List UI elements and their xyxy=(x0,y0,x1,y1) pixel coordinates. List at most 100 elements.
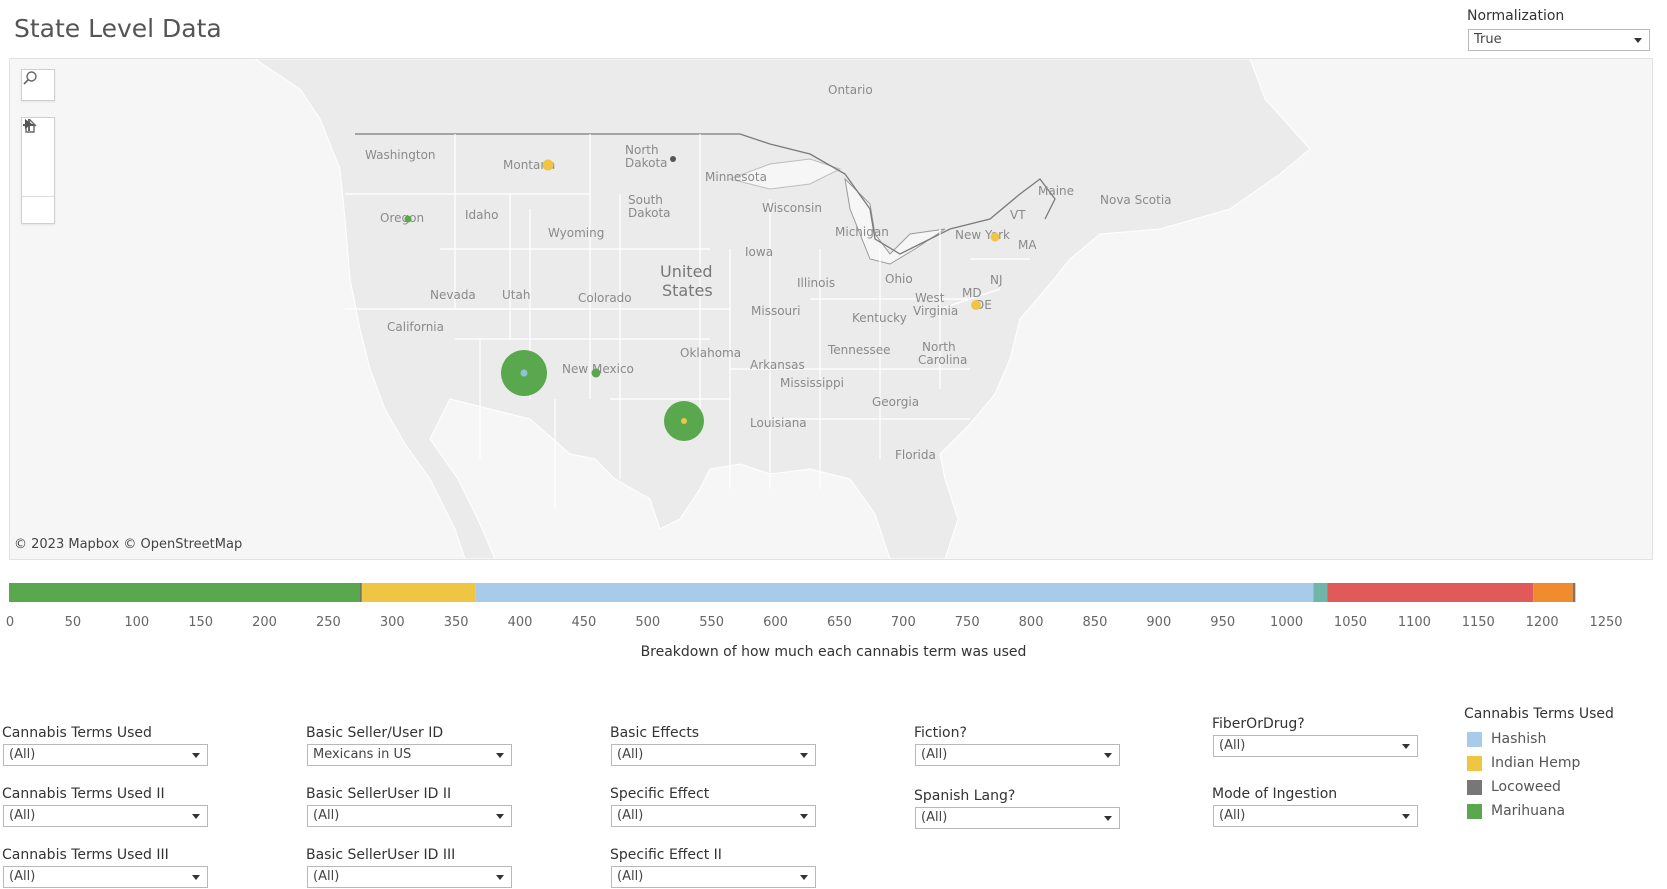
map-labels: Ontario Washington Montana North Dakota … xyxy=(365,83,1172,462)
filter-label: Basic Effects xyxy=(610,725,700,741)
lake-superior xyxy=(728,158,842,190)
mark-arizona-inner xyxy=(520,369,528,377)
chevron-down-icon xyxy=(1104,753,1112,758)
filter-label: Spanish Lang? xyxy=(914,788,1016,804)
map-label: Nova Scotia xyxy=(1100,193,1172,207)
map-label: Iowa xyxy=(745,245,773,259)
map-label: Virginia xyxy=(913,304,958,318)
map-label: Ontario xyxy=(828,83,873,97)
filter-label: Basic SellerUser ID III xyxy=(306,847,456,863)
chevron-down-icon xyxy=(800,753,808,758)
filter-value: (All) xyxy=(617,747,644,762)
map-label: Michigan xyxy=(835,225,889,239)
axis-tick-label: 600 xyxy=(763,615,788,630)
map-canvas: Ontario Washington Montana North Dakota … xyxy=(254,59,1311,559)
legend-swatch xyxy=(1467,755,1482,771)
map-zoom-controls xyxy=(21,117,55,224)
breakdown-segment[interactable] xyxy=(1533,583,1573,602)
legend-label: Locoweed xyxy=(1491,779,1561,795)
axis-tick-label: 650 xyxy=(827,615,852,630)
legend-item[interactable]: Locoweed xyxy=(1467,779,1561,795)
map-label: MA xyxy=(1018,238,1037,252)
filter-value: (All) xyxy=(313,808,340,823)
map-label: Carolina xyxy=(918,353,967,367)
breakdown-segment[interactable] xyxy=(1572,583,1576,602)
breakdown-bar[interactable] xyxy=(0,580,1667,604)
chevron-down-icon xyxy=(192,814,200,819)
map-label: Oklahoma xyxy=(680,346,741,360)
legend-label: Hashish xyxy=(1491,731,1547,747)
map-label: Louisiana xyxy=(750,416,807,430)
axis-tick-label: 250 xyxy=(315,615,341,630)
legend-item[interactable]: Indian Hemp xyxy=(1467,755,1580,771)
chevron-down-icon xyxy=(1402,744,1410,749)
home-button[interactable] xyxy=(22,119,54,196)
axis-tick-label: 1100 xyxy=(1397,615,1431,630)
map-label: Minnesota xyxy=(705,170,767,184)
mark-texas-inner xyxy=(681,418,687,424)
play-icon xyxy=(25,119,32,129)
normalization-label: Normalization xyxy=(1467,8,1565,24)
axis-tick-label: 1250 xyxy=(1589,615,1623,630)
filter-dropdown[interactable]: (All) xyxy=(3,744,208,766)
filter-dropdown[interactable]: Mexicans in US xyxy=(307,744,512,766)
axis-tick-label: 800 xyxy=(1018,615,1044,630)
legend-item[interactable]: Marihuana xyxy=(1467,803,1565,819)
map-attribution[interactable]: © 2023 Mapbox © OpenStreetMap xyxy=(14,537,243,552)
axis-tick-label: 1150 xyxy=(1461,615,1495,630)
filter-dropdown[interactable]: (All) xyxy=(307,805,512,827)
map-label: Oregon xyxy=(380,211,424,225)
breakdown-segment[interactable] xyxy=(360,583,362,602)
mark-new-york xyxy=(990,232,1000,242)
filter-dropdown[interactable]: (All) xyxy=(611,866,816,888)
chevron-down-icon xyxy=(192,753,200,758)
filter-label: Mode of Ingestion xyxy=(1212,786,1338,802)
filter-dropdown[interactable]: (All) xyxy=(915,807,1120,829)
breakdown-segment[interactable] xyxy=(1327,583,1534,602)
filter-dropdown[interactable]: (All) xyxy=(611,805,816,827)
map-label: Wisconsin xyxy=(762,201,822,215)
breakdown-segment[interactable] xyxy=(1313,583,1328,602)
filter-dropdown[interactable]: (All) xyxy=(3,805,208,827)
zoom-out-button[interactable] xyxy=(22,124,54,170)
filter-value: (All) xyxy=(9,808,36,823)
axis-tick-label: 750 xyxy=(954,615,980,630)
pan-mode-button[interactable] xyxy=(22,119,54,223)
axis-tick-label: 900 xyxy=(1146,615,1172,630)
map-label: Ohio xyxy=(885,272,913,286)
map-label: Illinois xyxy=(797,276,835,290)
legend-item[interactable]: Hashish xyxy=(1467,731,1546,747)
filter-dropdown[interactable]: (All) xyxy=(307,866,512,888)
axis-tick-label: 1200 xyxy=(1525,615,1559,630)
filter-dropdown[interactable]: (All) xyxy=(915,744,1120,766)
map-label: Georgia xyxy=(872,395,919,409)
breakdown-segment[interactable] xyxy=(9,583,361,602)
canada-border xyxy=(355,133,1056,255)
filter-dropdown[interactable]: (All) xyxy=(3,866,208,888)
mark-north-dakota xyxy=(670,156,676,162)
filter-value: (All) xyxy=(617,869,644,884)
filter-dropdown[interactable]: (All) xyxy=(611,744,816,766)
map-marks xyxy=(404,156,1000,441)
filter-dropdown[interactable]: (All) xyxy=(1213,805,1418,827)
chevron-down-icon xyxy=(496,814,504,819)
legend-label: Marihuana xyxy=(1491,803,1566,819)
axis-tick-label: 350 xyxy=(443,615,469,630)
axis-tick-label: 950 xyxy=(1210,615,1236,630)
map-search-button[interactable] xyxy=(21,69,55,101)
breakdown-segment[interactable] xyxy=(475,583,1314,602)
axis-tick-label: 150 xyxy=(188,615,214,630)
map-label: Dakota xyxy=(628,206,671,220)
filter-value: (All) xyxy=(313,869,340,884)
normalization-dropdown[interactable]: True xyxy=(1468,29,1650,51)
map-label: Wyoming xyxy=(548,226,604,240)
axis-tick-label: 1000 xyxy=(1270,615,1304,630)
breakdown-segment[interactable] xyxy=(361,583,476,602)
mark-maryland xyxy=(971,300,981,310)
filter-dropdown[interactable]: (All) xyxy=(1213,735,1418,757)
axis-tick-label: 1050 xyxy=(1333,615,1368,630)
map-label: Arkansas xyxy=(750,358,805,372)
filter-value: (All) xyxy=(9,869,36,884)
state-map[interactable]: Ontario Washington Montana North Dakota … xyxy=(9,58,1653,560)
map-label: States xyxy=(662,281,713,300)
